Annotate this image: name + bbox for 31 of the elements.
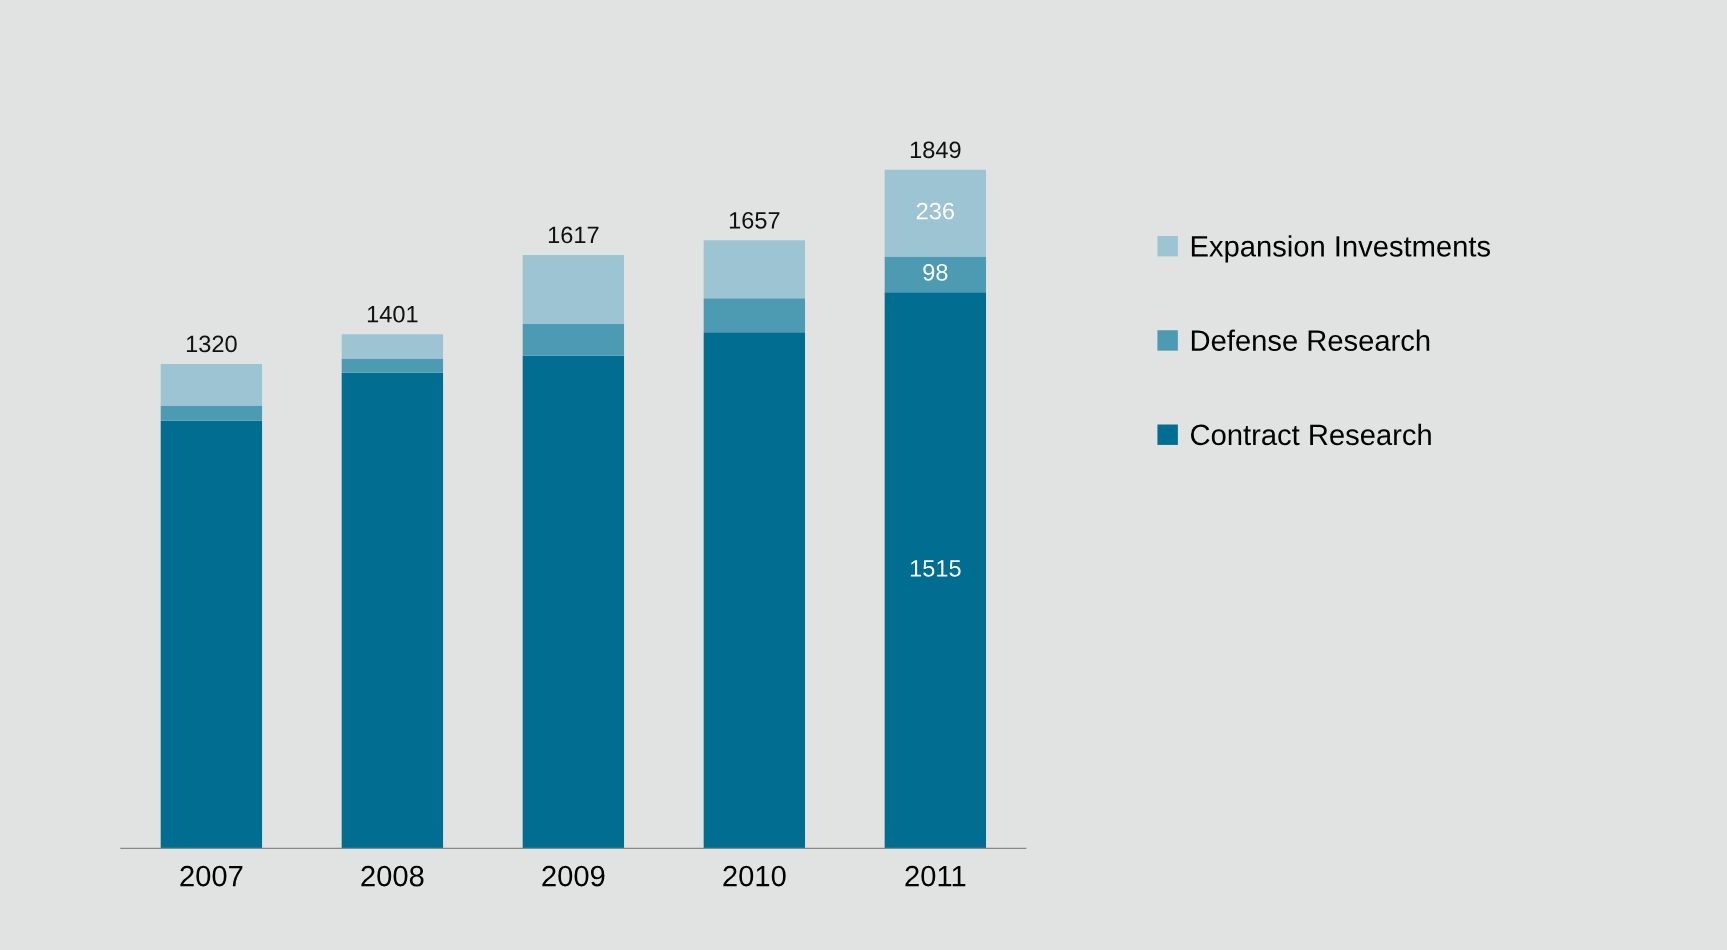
bar [703,332,806,849]
total-label: 1849 [910,141,961,159]
x-tick-label: 2010 [723,865,786,887]
legend-label: Contract Research [1191,423,1431,446]
bar [341,358,444,373]
legend-label: Defense Research [1191,329,1430,351]
bar [884,169,987,257]
bar [160,405,263,421]
x-tick-label: 2007 [180,865,243,887]
total-label: 1401 [367,305,418,323]
data-label: 236 [916,202,954,220]
bar [522,323,625,356]
bar [160,363,263,406]
bar [341,334,444,359]
data-label: 98 [923,263,948,281]
total-label: 1657 [729,211,780,229]
bar [884,292,987,849]
x-tick-label: 2008 [361,865,424,887]
bar [160,420,263,849]
total-label: 1617 [548,226,599,244]
bar [522,254,625,324]
total-label: 1320 [186,335,237,353]
bar [522,355,625,849]
x-tick-label: 2011 [905,865,966,887]
bar [703,240,806,299]
bar [884,256,987,293]
x-tick-label: 2009 [542,865,605,887]
bar [341,372,444,849]
data-label: 1515 [910,560,961,577]
legend-label: Expansion Investments [1191,235,1491,263]
bar [703,298,806,333]
